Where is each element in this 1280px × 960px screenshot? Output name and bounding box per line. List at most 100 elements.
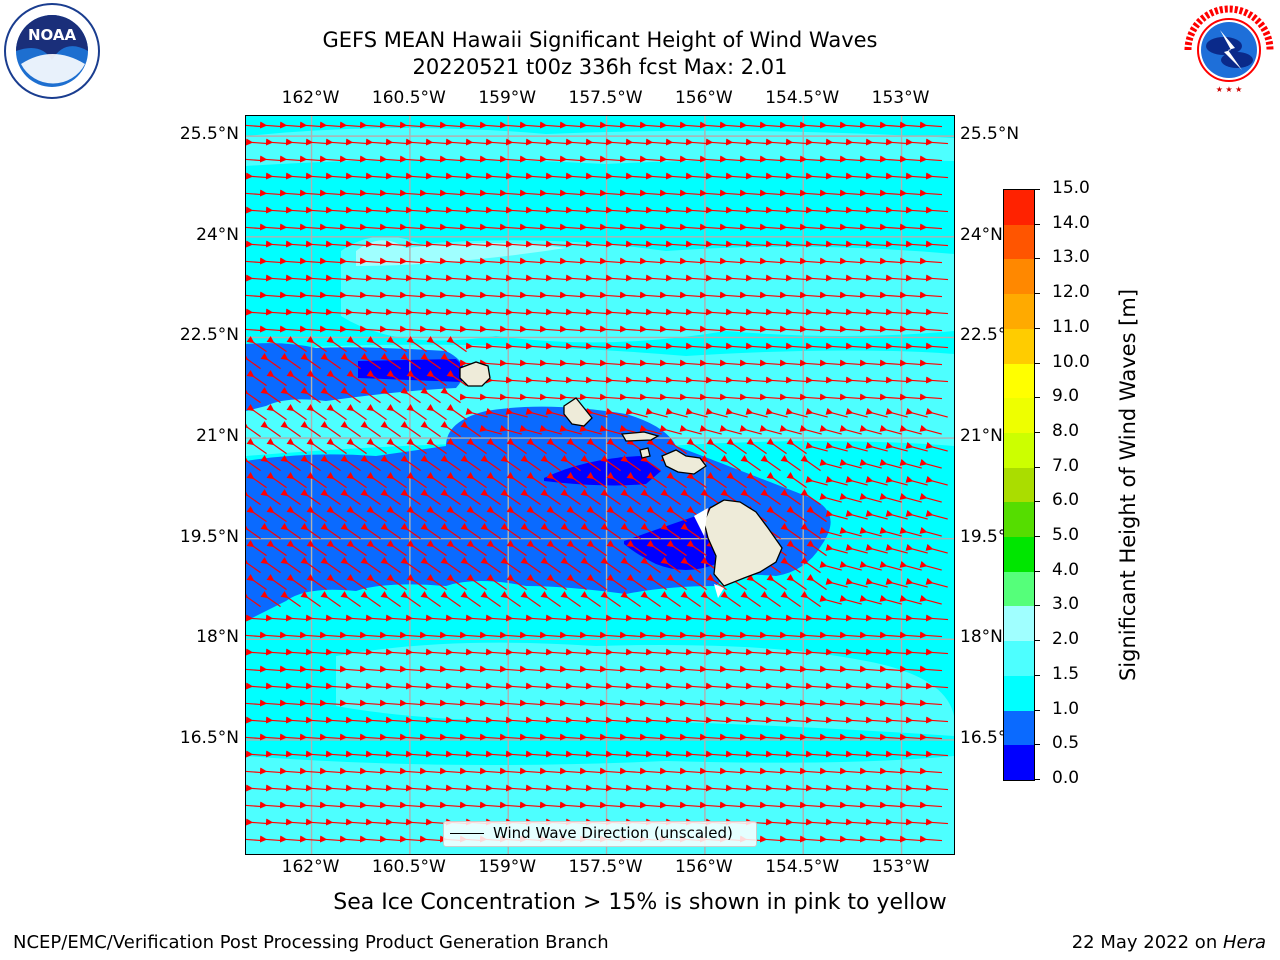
- wave-direction-arrow: [605, 172, 629, 180]
- wave-direction-arrow: [600, 523, 621, 540]
- wave-direction-arrow: [440, 387, 461, 404]
- wave-direction-arrow: [439, 325, 463, 333]
- wave-direction-arrow: [785, 274, 809, 282]
- wave-direction-arrow: [426, 404, 447, 421]
- legend-label: Wind Wave Direction (unscaled): [493, 824, 733, 842]
- lat-tick-label: 24°N: [196, 224, 239, 245]
- wave-direction-arrow: [459, 155, 483, 163]
- wave-direction-arrow: [685, 240, 709, 248]
- wave-direction-arrow: [485, 407, 508, 418]
- wave-direction-arrow: [246, 121, 263, 129]
- wave-direction-arrow: [525, 206, 549, 214]
- wave-direction-arrow: [579, 359, 603, 367]
- wave-direction-arrow: [319, 223, 343, 231]
- wave-direction-arrow: [280, 455, 301, 472]
- wave-direction-arrow: [539, 257, 563, 265]
- wave-direction-arrow: [379, 325, 403, 333]
- wave-direction-arrow: [400, 353, 421, 370]
- wave-direction-arrow: [246, 387, 261, 404]
- wave-direction-arrow: [725, 138, 749, 146]
- wave-direction-arrow: [360, 489, 381, 506]
- wave-direction-arrow: [659, 155, 683, 163]
- wave-direction-arrow: [505, 240, 529, 248]
- wave-direction-arrow: [785, 376, 809, 384]
- wave-direction-arrow: [699, 393, 723, 401]
- wave-direction-arrow: [739, 257, 763, 265]
- wave-direction-arrow: [645, 138, 669, 146]
- wave-direction-arrow: [545, 342, 569, 350]
- wave-direction-arrow: [705, 138, 729, 146]
- wave-direction-arrow: [459, 291, 483, 299]
- wave-direction-arrow: [560, 455, 581, 472]
- wave-direction-arrow: [300, 387, 321, 404]
- wave-direction-arrow: [599, 257, 623, 265]
- wave-direction-arrow: [320, 387, 341, 404]
- wave-direction-arrow: [399, 189, 423, 197]
- wave-direction-arrow: [885, 441, 908, 452]
- wave-direction-arrow: [745, 274, 769, 282]
- wave-direction-arrow: [545, 274, 569, 282]
- footer-date: 22 May 2022 on Hera: [1072, 932, 1266, 953]
- wave-direction-arrow: [266, 404, 287, 421]
- wave-direction-arrow: [266, 370, 287, 387]
- colorbar-segment: [1004, 328, 1034, 364]
- wave-direction-arrow: [285, 240, 309, 248]
- wave-direction-arrow: [419, 155, 443, 163]
- wave-direction-arrow: [925, 274, 949, 282]
- wave-direction-arrow: [246, 438, 267, 455]
- colorbar-segment: [1004, 710, 1034, 746]
- wave-direction-arrow: [600, 455, 621, 472]
- wave-direction-arrow: [540, 489, 561, 506]
- wave-direction-arrow: [646, 438, 667, 455]
- wave-direction-arrow: [779, 189, 803, 197]
- wave-direction-arrow: [919, 325, 943, 333]
- wave-direction-arrow: [879, 393, 903, 401]
- wave-direction-arrow: [266, 336, 287, 353]
- wave-direction-arrow: [419, 223, 443, 231]
- wave-direction-arrow: [265, 172, 289, 180]
- lon-tick-label: 156°W: [674, 88, 733, 108]
- wave-direction-arrow: [725, 172, 749, 180]
- wave-direction-arrow: [825, 376, 849, 384]
- wave-direction-arrow: [466, 506, 487, 523]
- wave-direction-arrow: [739, 424, 762, 435]
- wave-direction-arrow: [279, 257, 303, 265]
- wave-direction-arrow: [759, 189, 783, 197]
- wave-direction-arrow: [380, 353, 401, 370]
- wave-direction-arrow: [605, 274, 629, 282]
- wave-direction-arrow: [805, 274, 829, 282]
- wave-direction-arrow: [919, 359, 943, 367]
- wave-direction-arrow: [859, 325, 883, 333]
- wave-direction-arrow: [479, 291, 503, 299]
- wave-direction-arrow: [545, 206, 569, 214]
- wave-direction-arrow: [405, 172, 429, 180]
- wave-direction-arrow: [765, 342, 789, 350]
- wave-direction-arrow: [440, 523, 461, 540]
- wave-direction-arrow: [845, 138, 869, 146]
- wave-direction-arrow: [825, 441, 848, 452]
- wave-direction-arrow: [565, 376, 589, 384]
- wave-direction-arrow: [665, 342, 689, 350]
- wave-direction-arrow: [365, 206, 389, 214]
- wave-direction-arrow: [805, 407, 828, 418]
- colorbar-tick-mark: [1034, 605, 1040, 607]
- wave-direction-arrow: [705, 240, 729, 248]
- wave-direction-arrow: [659, 257, 683, 265]
- wave-direction-arrow: [619, 291, 643, 299]
- wave-direction-arrow: [799, 291, 823, 299]
- wave-direction-arrow: [825, 172, 849, 180]
- colorbar-tick-mark: [1034, 709, 1040, 711]
- colorbar-tick-mark: [1034, 744, 1040, 746]
- wave-direction-arrow: [385, 308, 409, 316]
- wave-direction-arrow: [499, 291, 523, 299]
- wave-direction-arrow: [405, 308, 429, 316]
- wave-direction-arrow: [719, 291, 743, 299]
- wave-direction-arrow: [585, 342, 609, 350]
- wave-direction-arrow: [765, 407, 788, 418]
- wave-direction-arrow: [326, 370, 347, 387]
- wave-direction-arrow: [865, 441, 888, 452]
- wave-direction-arrow: [679, 189, 703, 197]
- wave-direction-arrow: [745, 206, 769, 214]
- wave-direction-arrow: [605, 407, 628, 418]
- wave-direction-arrow: [579, 393, 603, 401]
